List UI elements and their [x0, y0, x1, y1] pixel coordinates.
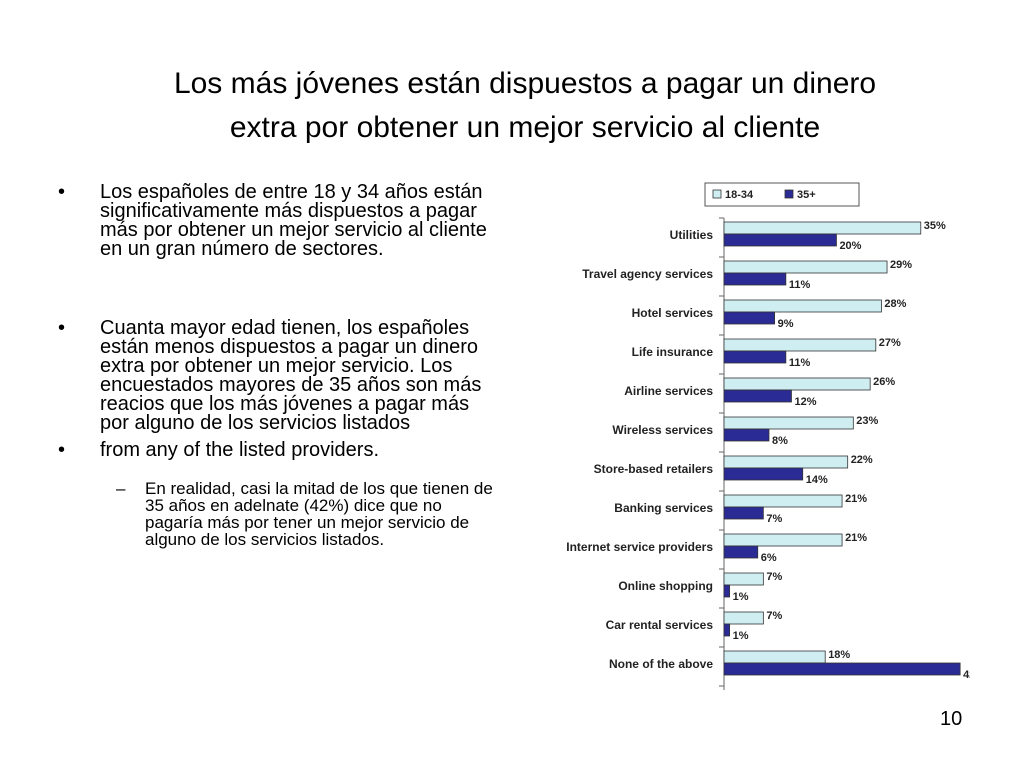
bar — [723, 467, 804, 481]
bullet-dot-icon: • — [58, 181, 66, 203]
bullet-dot-icon: • — [58, 439, 66, 461]
data-label: 26% — [873, 376, 895, 388]
data-label: 6% — [761, 552, 777, 564]
category-label: Store-based retailers — [594, 462, 714, 476]
bar — [723, 389, 792, 403]
bar — [723, 584, 731, 598]
bar — [723, 416, 854, 430]
bar — [723, 572, 764, 586]
bar — [723, 533, 843, 547]
legend-label: 18-34 — [725, 189, 754, 201]
legend-label: 35+ — [797, 189, 816, 201]
data-label: 18% — [828, 649, 850, 661]
bar-chart: 18-34 35+ Utilities 35% 20% Travel agency ser… — [566, 182, 970, 690]
bar — [723, 428, 770, 442]
bar — [723, 650, 826, 664]
data-label: 7% — [766, 571, 782, 583]
bar — [723, 299, 882, 313]
category-label: Online shopping — [618, 579, 713, 593]
bar — [723, 377, 871, 391]
category-label: Life insurance — [632, 345, 714, 359]
bar — [723, 494, 843, 508]
slide-title: Los más jóvenes están dispuestos a pagar… — [60, 62, 990, 150]
bar — [723, 272, 787, 286]
bullet-item: • from any of the listed providers. — [58, 439, 498, 461]
data-label: 12% — [794, 396, 816, 408]
data-label: 7% — [766, 513, 782, 525]
bar — [723, 221, 922, 235]
sub-bullet-text: En realidad, casi la mitad de los que ti… — [145, 479, 493, 549]
data-label: 1% — [733, 591, 749, 603]
data-label: 7% — [766, 610, 782, 622]
data-label: 23% — [856, 415, 878, 427]
bullet-dot-icon: • — [58, 317, 66, 339]
bullet-text: Los españoles de entre 18 y 34 años está… — [100, 181, 487, 260]
data-label: 42% — [963, 669, 970, 681]
data-label: 11% — [789, 279, 811, 291]
data-label: 35% — [924, 220, 946, 232]
bar — [723, 350, 787, 364]
category-label: Utilities — [670, 228, 714, 242]
data-label: 22% — [851, 454, 873, 466]
sub-bullet-item: – En realidad, casi la mitad de los que … — [58, 480, 498, 548]
bullet-text: from any of the listed providers. — [100, 439, 380, 461]
bullet-item: • Cuanta mayor edad tienen, los españole… — [58, 317, 498, 434]
data-label: 21% — [845, 493, 867, 505]
bar — [723, 233, 837, 247]
bar — [723, 623, 731, 637]
legend-box — [704, 182, 860, 207]
data-label: 29% — [890, 259, 912, 271]
category-label: Car rental services — [606, 618, 714, 632]
data-label: 1% — [733, 630, 749, 642]
data-label: 20% — [839, 240, 861, 252]
bar — [723, 311, 775, 325]
legend-swatch — [784, 189, 794, 199]
category-label: Airline services — [624, 384, 713, 398]
data-label: 11% — [789, 357, 811, 369]
bar — [723, 260, 888, 274]
bar — [723, 506, 764, 520]
bullet-text: Cuanta mayor edad tienen, los españoles … — [100, 317, 482, 434]
legend-swatch — [712, 189, 722, 199]
category-label: Wireless services — [612, 423, 713, 437]
data-label: 8% — [772, 435, 788, 447]
category-label: Hotel services — [632, 306, 714, 320]
bar — [723, 455, 849, 469]
dash-icon: – — [116, 479, 126, 498]
bullet-list: • Los españoles de entre 18 y 34 años es… — [58, 181, 498, 548]
bar — [723, 662, 961, 676]
data-label: 14% — [806, 474, 828, 486]
bar — [723, 611, 764, 625]
bar — [723, 338, 877, 352]
data-label: 9% — [778, 318, 794, 330]
title-line-2: extra por obtener un mejor servicio al c… — [229, 111, 821, 144]
data-label: 27% — [879, 337, 901, 349]
bullet-item: • Los españoles de entre 18 y 34 años es… — [58, 181, 498, 260]
data-label: 21% — [845, 532, 867, 544]
title-line-1: Los más jóvenes están dispuestos a pagar… — [173, 67, 877, 100]
category-label: Travel agency services — [582, 267, 713, 281]
category-label: Internet service providers — [566, 540, 713, 554]
data-label: 28% — [884, 298, 906, 310]
category-label: Banking services — [614, 501, 713, 515]
bar — [723, 545, 759, 559]
category-label: None of the above — [609, 657, 713, 671]
page-number: 10 — [940, 708, 963, 730]
